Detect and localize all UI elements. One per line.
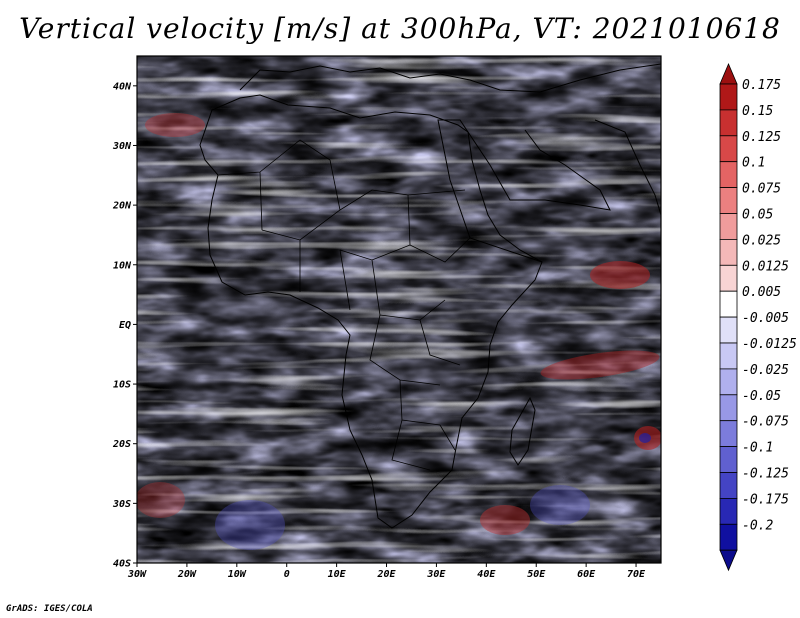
- colorbar-swatch: [719, 238, 738, 266]
- colorbar-swatch: [719, 497, 738, 525]
- colorbar-swatch: [719, 472, 738, 499]
- grads-credit: GrADS: IGES/COLA: [6, 604, 93, 614]
- lat-tick-label: 40N: [113, 81, 132, 92]
- vertical-velocity-field: [137, 56, 661, 563]
- colorbar-label: -0.005: [742, 311, 789, 326]
- lat-tick-label: 30N: [112, 141, 132, 152]
- colorbar-swatch: [719, 109, 738, 137]
- colorbar-swatch: [719, 83, 738, 111]
- plot-frame: [136, 55, 662, 564]
- colorbar-swatch: [719, 290, 738, 318]
- lon-tick-label: 30E: [426, 569, 446, 580]
- map-title: Vertical velocity [m/s] at 300hPa, VT: 2…: [19, 12, 781, 45]
- colorbar-label: 0.175: [742, 78, 781, 93]
- colorbar-label: 0.15: [742, 104, 773, 119]
- colorbar-label: -0.05: [742, 389, 781, 404]
- colorbar-swatch: [719, 316, 738, 344]
- coastlines: [199, 63, 661, 529]
- colorbar-swatch: [719, 135, 738, 163]
- colorbar-label: -0.2: [742, 518, 773, 533]
- colorbar-label: -0.075: [742, 415, 789, 430]
- colorbar-label: 0.005: [742, 285, 781, 300]
- lon-tick-label: 10W: [228, 569, 247, 580]
- lon-tick-label: 20E: [376, 569, 396, 580]
- colorbar-swatch: [719, 187, 738, 214]
- lat-tick-label: EQ: [119, 320, 131, 331]
- colorbar-label: -0.1: [742, 441, 773, 456]
- colorbar-swatch: [719, 264, 738, 292]
- lat-tick-label: 20S: [112, 439, 131, 450]
- colorbar-swatch: [719, 446, 738, 473]
- lat-tick-label: 10S: [113, 380, 131, 391]
- colorbar-swatch: [719, 394, 738, 422]
- lon-tick-label: 30W: [127, 569, 147, 580]
- colorbar-label: 0.125: [742, 130, 781, 145]
- lat-tick-label: 30S: [112, 499, 131, 510]
- colorbar-label: 0.05: [742, 208, 773, 223]
- colorbar-swatch: [719, 523, 738, 551]
- lon-tick-label: 10E: [328, 569, 347, 580]
- longitude-axis: 30W 20W 10W 0 10E 20E 30E 40E 50E 60E 70E: [127, 563, 646, 580]
- colorbar-label: 0.0125: [742, 259, 789, 274]
- lat-tick-label: 40S: [113, 559, 131, 570]
- lon-tick-label: 20W: [177, 569, 197, 580]
- colorbar-swatch: [719, 420, 738, 448]
- colorbar-bottom-cap: [719, 549, 738, 572]
- lon-tick-label: 60E: [577, 569, 596, 580]
- colorbar-label: -0.0125: [742, 337, 797, 352]
- colorbar-top-cap: [719, 62, 738, 85]
- lon-tick-label: 40E: [477, 569, 496, 580]
- colorbar-label: 0.1: [742, 156, 765, 171]
- colorbar-label: -0.025: [742, 363, 789, 378]
- latitude-axis: 40N 30N 20N 10N EQ 10S 20S 30S 40S: [112, 81, 137, 570]
- colorbar-label: -0.175: [742, 492, 789, 507]
- colorbar-label: 0.025: [742, 233, 781, 248]
- lat-tick-label: 20N: [112, 201, 132, 212]
- colorbar-swatch: [719, 213, 738, 240]
- lon-tick-label: 0: [284, 569, 290, 580]
- colorbar-swatch: [719, 342, 738, 370]
- lon-tick-label: 70E: [627, 569, 646, 580]
- colorbar-swatch: [719, 368, 738, 396]
- colorbar: 0.175 0.15 0.125 0.1 0.075 0.05 0.025 0.0125 0.0…: [719, 62, 797, 572]
- colorbar-label: 0.075: [742, 182, 781, 197]
- lon-tick-label: 50E: [527, 569, 546, 580]
- country-borders: [217, 139, 471, 471]
- lat-tick-label: 10N: [113, 260, 132, 271]
- colorbar-swatch: [719, 161, 738, 188]
- colorbar-label: -0.125: [742, 467, 789, 482]
